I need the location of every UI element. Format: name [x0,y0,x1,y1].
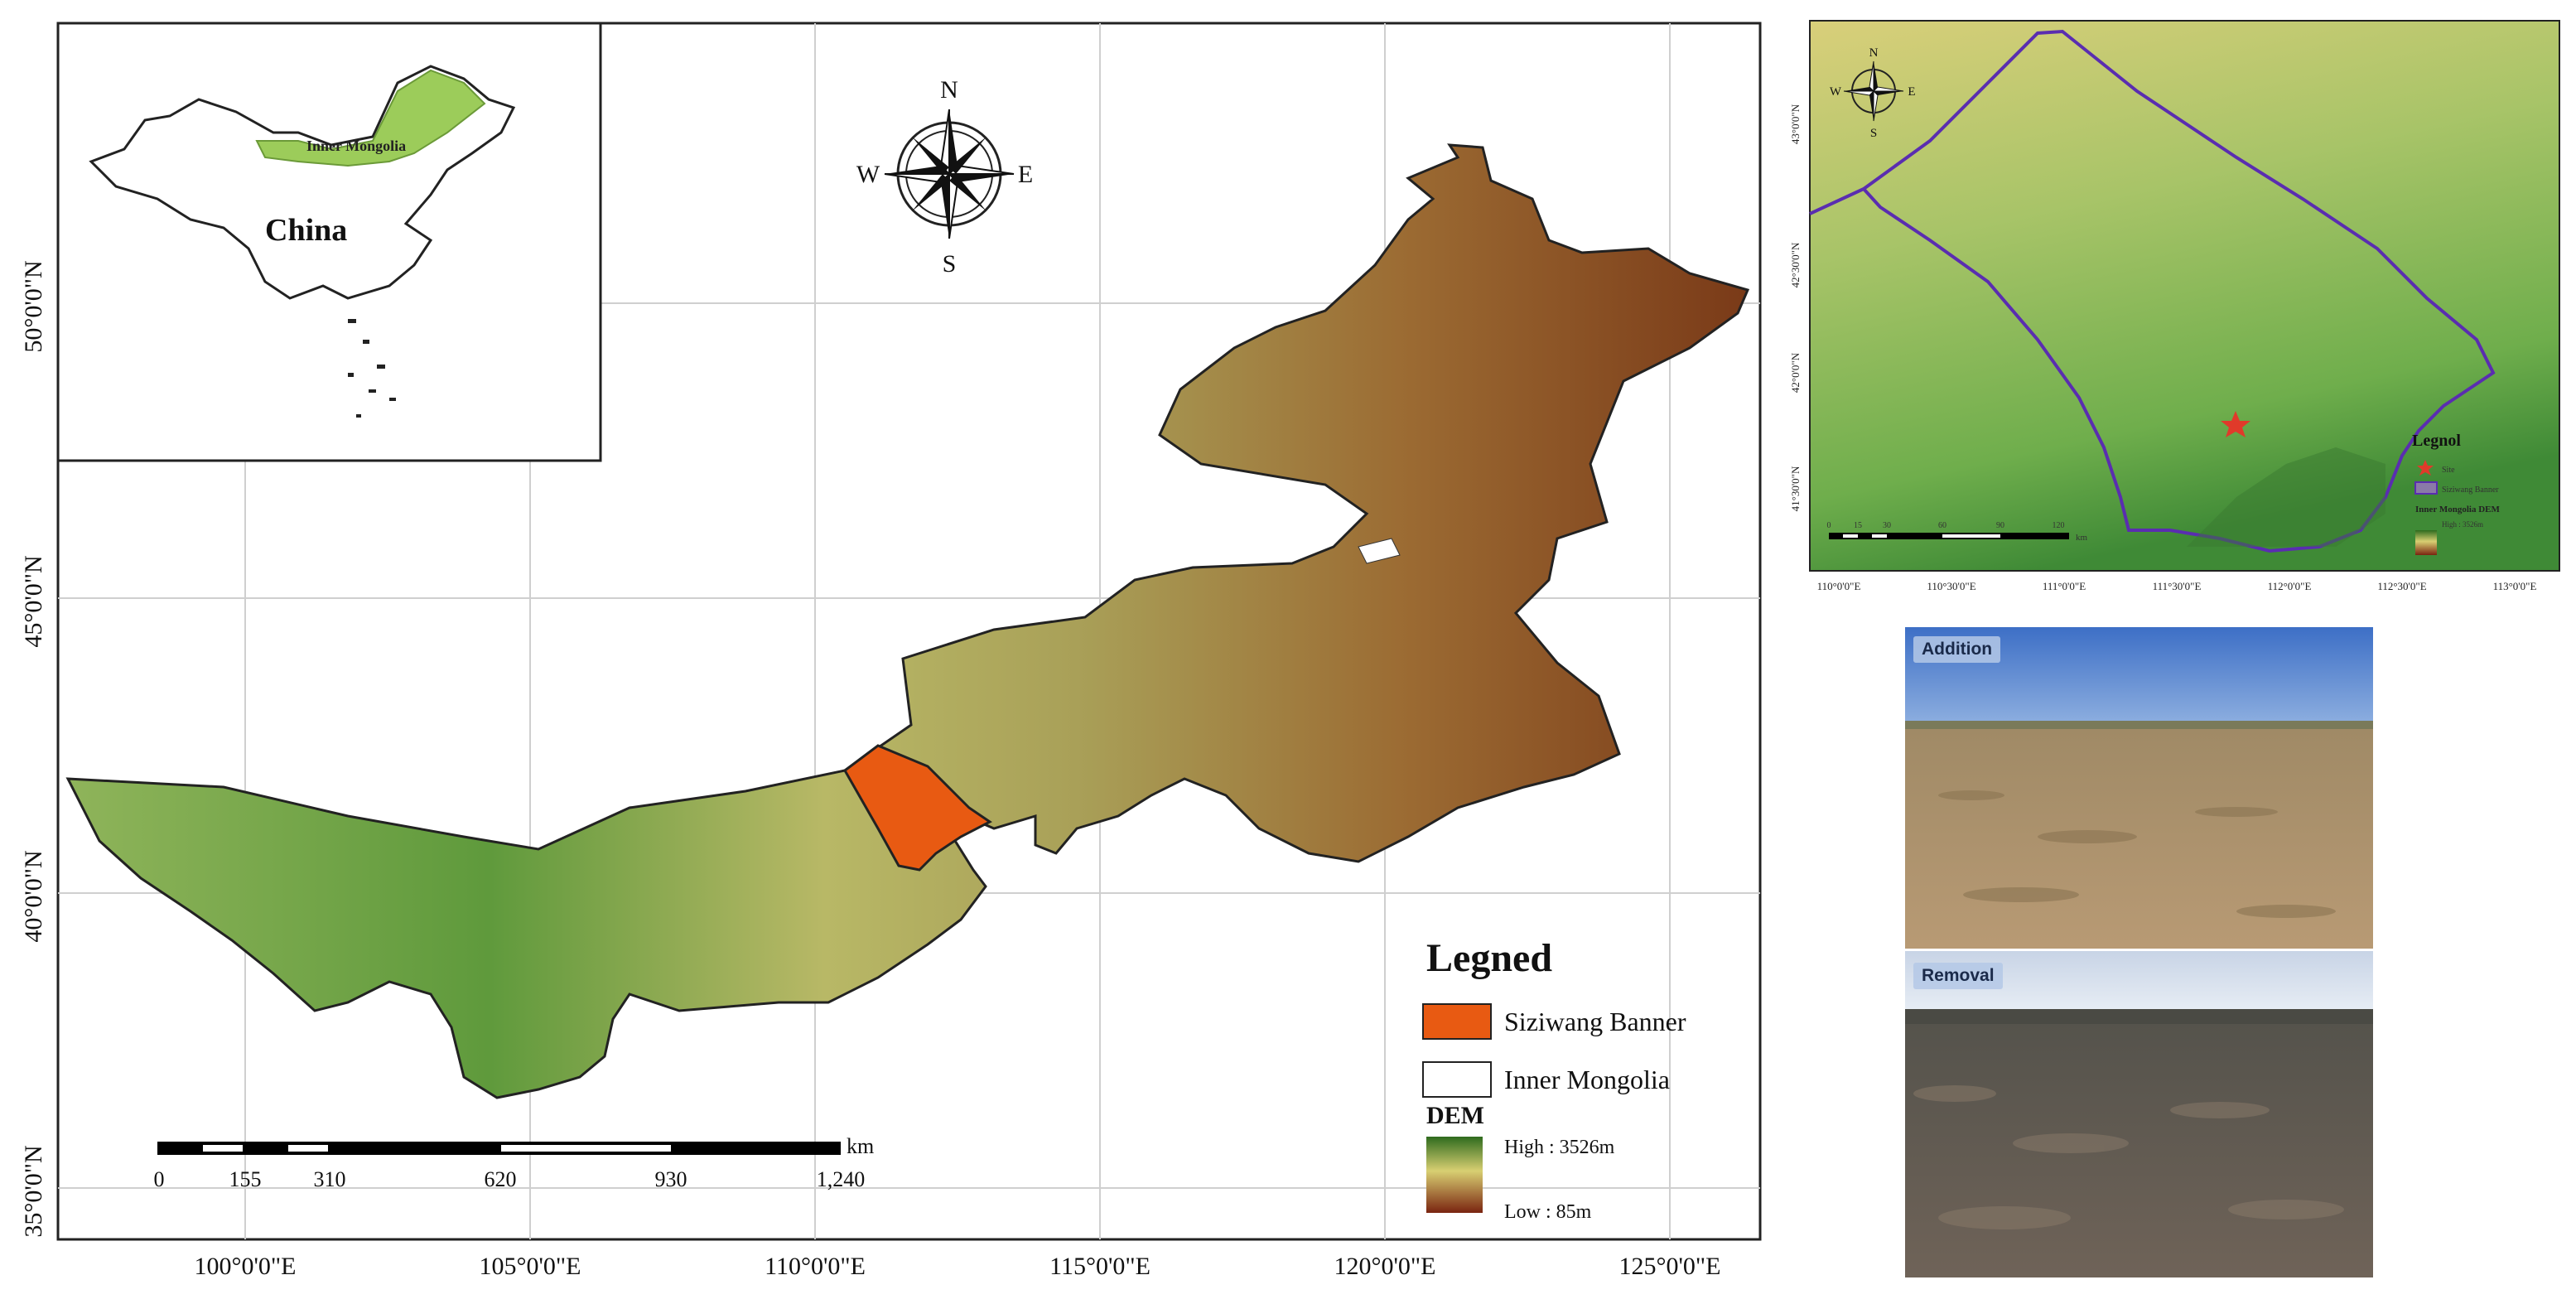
lon-label-100: 100°0'0"E [195,1253,297,1280]
south-china-sea-islands [348,319,396,418]
detail-lat-41-30: 41°30'0"N [1789,466,1802,511]
detail-lon-113: 113°0'0"E [2493,580,2537,592]
detail-lon-labels: 110°0'0"E 110°30'0"E 111°0'0"E 111°30'0"… [1817,580,2537,592]
detail-scale-tick-2: 30 [1883,521,1891,530]
main-lon-labels: 100°0'0"E 105°0'0"E 110°0'0"E 115°0'0"E … [195,1253,1721,1280]
legend-region-label: Inner Mongolia [1504,1065,1670,1094]
inner-mongolia-region [65,143,1750,1099]
detail-legend-site-icon [2417,460,2434,476]
photo-removal [1905,951,2373,1277]
valley-shading [2187,447,2385,547]
main-legend: Legned Siziwang Banner Inner Mongolia DE… [1422,936,1686,1223]
inset-country-label: China [265,213,347,248]
photo-addition [1905,627,2373,949]
detail-lat-42-30: 42°30'0"N [1789,242,1802,287]
detail-legend-dem: Inner Mongolia DEM [2415,505,2500,514]
legend-dem-ramp [1426,1137,1483,1213]
lon-label-125: 125°0'0"E [1619,1253,1721,1280]
compass-n: N [940,76,958,104]
legend-title: Legned [1426,936,1552,980]
scale-tick-3: 620 [485,1167,517,1191]
inset-map: Inner Mongolia China [56,22,602,462]
inset-region-label: Inner Mongolia [306,138,406,154]
scale-tick-4: 930 [655,1167,687,1191]
detail-scale-tick-5: 120 [2053,521,2065,530]
lat-label-35: 35°0'0"N [20,1145,47,1237]
compass-s: S [943,250,957,278]
lon-label-120: 120°0'0"E [1334,1253,1436,1280]
compass-w: W [856,161,880,188]
detail-scale-tick-4: 90 [1996,521,2004,530]
inner-mongolia-inset [255,69,486,167]
detail-legend-site: Site [2442,466,2455,475]
detail-lon-112: 112°0'0"E [2268,580,2312,592]
detail-legend-title: Legnol [2412,432,2461,450]
lake [1358,538,1401,564]
detail-map-frame [1809,20,2560,572]
scale-tick-1: 155 [229,1167,262,1191]
compass-e: E [1018,161,1033,188]
legend-dem-high: High : 3526m [1504,1137,1615,1158]
main-lat-labels: 50°0'0"N 45°0'0"N 40°0'0"N 35°0'0"N [20,260,47,1237]
detail-scale-unit: km [2076,533,2088,543]
detail-legend: Legnol Site Siziwang Banner Inner Mongol… [2412,432,2500,555]
lon-label-110: 110°0'0"E [765,1253,866,1280]
lon-label-115: 115°0'0"E [1049,1253,1151,1280]
lat-label-45: 45°0'0"N [20,555,47,647]
legend-dem-low: Low : 85m [1504,1201,1592,1223]
detail-lon-112-30: 112°30'0"E [2377,580,2426,592]
detail-compass-s: S [1870,127,1877,140]
scale-tick-5: 1,240 [817,1167,866,1191]
siziwang-banner-area [843,744,992,872]
scale-tick-2: 310 [314,1167,346,1191]
detail-lon-111: 111°0'0"E [2043,580,2086,592]
detail-map: N S E W 0 15 30 60 90 120 km Legnol Site… [1789,20,2560,592]
lon-label-105: 105°0'0"E [480,1253,581,1280]
legend-region-swatch [1422,1061,1492,1098]
detail-legend-boundary-swatch [2414,481,2438,495]
detail-scale-bar: 0 15 30 60 90 120 km [1827,521,2088,543]
detail-compass-n: N [1869,46,1879,60]
scale-tick-0: 0 [154,1167,165,1191]
scale-unit: km [847,1134,874,1158]
detail-compass: N S E W [1830,46,1916,140]
detail-legend-dem-range: High : 3526m [2442,520,2483,529]
photo-label-addition: Addition [1913,636,2001,663]
detail-scale-tick-1: 15 [1854,521,1862,530]
main-map: Inner Mongolia China N S E W [20,22,1762,1280]
detail-compass-e: E [1908,85,1915,99]
photo-label-removal: Removal [1913,963,2003,989]
legend-study-area-swatch [1422,1003,1492,1040]
lat-label-40: 40°0'0"N [20,850,47,942]
detail-lat-labels: 43°0'0"N 42°30'0"N 42°0'0"N 41°30'0"N [1789,104,1802,511]
detail-lon-111-30: 111°30'0"E [2153,580,2202,592]
legend-dem-title: DEM [1426,1102,1484,1129]
main-scale-bar: km 0 155 310 620 930 1,240 [154,1134,875,1191]
detail-scale-tick-3: 60 [1938,521,1946,530]
detail-legend-dem-ramp [2415,530,2437,555]
detail-lon-110: 110°0'0"E [1817,580,1861,592]
main-compass: N S E W [856,76,1033,278]
detail-lon-110-30: 110°30'0"E [1927,580,1975,592]
detail-lat-43: 43°0'0"N [1789,104,1802,144]
site-marker [2221,411,2250,437]
lat-label-50: 50°0'0"N [20,260,47,352]
detail-compass-w: W [1830,85,1842,99]
siziwang-boundary [1809,29,2496,553]
detail-legend-boundary: Siziwang Banner [2442,485,2499,495]
detail-scale-tick-0: 0 [1827,521,1831,530]
detail-lat-42: 42°0'0"N [1789,352,1802,393]
legend-study-area-label: Siziwang Banner [1504,1007,1686,1036]
